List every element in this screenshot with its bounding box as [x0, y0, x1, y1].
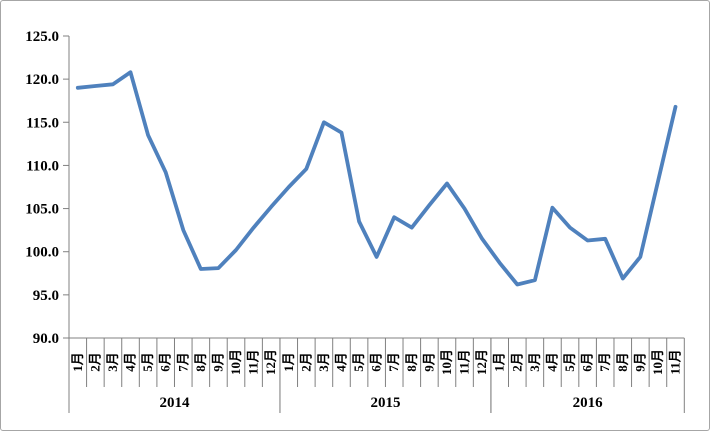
x-axis-year-label: 2016 — [573, 395, 604, 411]
x-axis-month-label: 5月 — [562, 352, 577, 372]
x-axis-month-label: 11月 — [668, 349, 683, 374]
y-axis-tick-label: 105.0 — [25, 202, 59, 218]
x-axis-month-label: 1月 — [492, 352, 507, 372]
x-axis-month-label: 12月 — [474, 349, 489, 375]
x-axis-month-label: 6月 — [158, 352, 173, 372]
x-axis-month-label: 1月 — [70, 352, 85, 372]
data-series-line — [75, 70, 678, 287]
x-axis-month-label: 2月 — [298, 352, 313, 372]
x-axis-month-label: 3月 — [316, 352, 331, 372]
x-axis-month-label: 8月 — [615, 352, 630, 372]
y-axis-tick-label: 100.0 — [25, 245, 59, 261]
y-axis-tick-label: 125.0 — [25, 29, 59, 45]
y-axis-tick-label: 120.0 — [25, 72, 59, 88]
x-axis-year-label: 2015 — [370, 395, 400, 411]
x-axis-month-label: 5月 — [351, 352, 366, 372]
x-axis-month-label: 4月 — [123, 352, 138, 372]
x-axis-month-label: 8月 — [193, 352, 208, 372]
x-axis-month-label: 2月 — [87, 352, 102, 372]
y-axis-tick-label: 115.0 — [26, 115, 59, 131]
y-axis-tick-label: 95.0 — [33, 288, 59, 304]
x-axis-month-label: 3月 — [105, 352, 120, 372]
x-axis-month-label: 4月 — [544, 352, 559, 372]
x-axis-year-label: 2014 — [159, 395, 190, 411]
x-axis-month-label: 1月 — [281, 352, 296, 372]
y-axis-tick-label: 110.0 — [26, 158, 59, 174]
x-axis-month-label: 7月 — [597, 352, 612, 372]
x-axis-month-label: 12月 — [263, 349, 278, 375]
x-axis-month-label: 10月 — [439, 349, 454, 375]
x-axis-month-label: 2月 — [509, 352, 524, 372]
x-axis-month-label: 5月 — [140, 352, 155, 372]
x-axis-month-label: 9月 — [421, 352, 436, 372]
x-axis-month-label: 9月 — [632, 352, 647, 372]
x-axis-month-label: 3月 — [527, 352, 542, 372]
x-axis-month-label: 7月 — [175, 352, 190, 372]
x-axis-month-label: 6月 — [580, 352, 595, 372]
x-axis-month-label: 11月 — [246, 349, 261, 374]
x-axis-month-label: 4月 — [333, 352, 348, 372]
y-axis-tick-label: 90.0 — [33, 331, 59, 347]
x-axis-month-label: 10月 — [650, 349, 665, 375]
x-axis-month-label: 7月 — [386, 352, 401, 372]
x-axis-month-label: 9月 — [210, 352, 225, 372]
x-axis-month-label: 8月 — [404, 352, 419, 372]
x-axis-month-label: 11月 — [457, 349, 472, 374]
x-axis-month-label: 10月 — [228, 349, 243, 375]
x-axis-month-label: 6月 — [369, 352, 384, 372]
